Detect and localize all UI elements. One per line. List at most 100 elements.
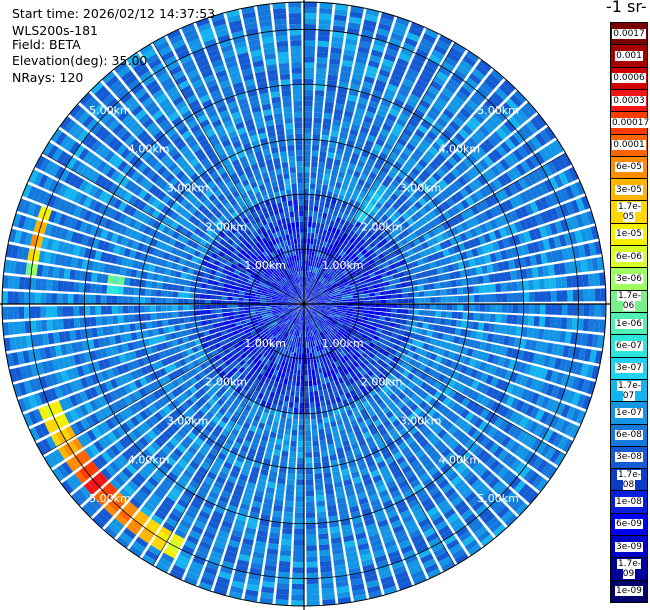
range-gate xyxy=(396,293,403,299)
range-gate xyxy=(323,416,330,424)
range-gate xyxy=(320,301,326,303)
range-gate xyxy=(244,313,251,317)
range-gate xyxy=(410,214,419,223)
range-gate xyxy=(588,318,595,332)
range-gate xyxy=(408,195,418,204)
range-gate xyxy=(308,282,311,289)
range-gate xyxy=(515,269,523,280)
range-gate xyxy=(205,304,211,310)
range-gate xyxy=(534,291,541,302)
range-gate xyxy=(306,534,317,541)
range-gate xyxy=(313,462,322,469)
range-gate xyxy=(471,349,479,359)
range-gate xyxy=(478,125,491,137)
range-gate xyxy=(316,511,327,518)
range-gate xyxy=(344,208,351,216)
range-gate xyxy=(409,232,418,240)
range-gate xyxy=(436,168,446,178)
range-gate xyxy=(364,304,370,307)
range-gate xyxy=(342,299,348,302)
range-gate xyxy=(396,266,403,273)
range-gate xyxy=(377,278,384,284)
range-gate xyxy=(327,237,333,244)
range-gate xyxy=(330,311,336,314)
range-gate xyxy=(155,297,162,304)
range-gate xyxy=(299,402,304,409)
range-gate xyxy=(312,446,320,452)
range-gate xyxy=(341,183,349,191)
range-gate xyxy=(356,285,363,290)
range-gate xyxy=(129,323,136,332)
range-gate xyxy=(574,230,583,244)
range-gate xyxy=(308,221,312,228)
range-gate xyxy=(341,121,351,129)
range-gate xyxy=(364,14,378,23)
range-gate xyxy=(468,181,478,192)
range-gate xyxy=(391,294,398,299)
range-gate xyxy=(384,88,396,98)
range-gate xyxy=(543,126,556,141)
range-gate xyxy=(567,289,573,302)
range-gate xyxy=(401,229,410,238)
range-gate xyxy=(307,288,310,294)
range-gate xyxy=(411,246,419,254)
range-gate xyxy=(317,292,323,296)
range-gate xyxy=(128,314,135,323)
range-gate xyxy=(450,168,461,179)
range-gate xyxy=(95,305,102,315)
range-gate xyxy=(329,58,341,65)
range-gate xyxy=(358,300,365,304)
range-gate xyxy=(306,294,309,300)
range-gate xyxy=(307,288,311,294)
range-gate xyxy=(29,306,36,319)
range-gate xyxy=(357,46,370,55)
range-gate xyxy=(490,293,497,303)
range-gate xyxy=(249,309,256,313)
range-gate xyxy=(387,170,397,179)
range-gate xyxy=(329,292,336,296)
range-gate xyxy=(334,153,343,161)
range-gate xyxy=(320,450,329,457)
range-gate xyxy=(309,277,313,283)
range-gate xyxy=(369,310,375,315)
range-gate xyxy=(188,299,195,304)
range-gate xyxy=(530,378,539,391)
range-gate xyxy=(589,288,595,302)
range-gate xyxy=(312,272,316,279)
range-gate xyxy=(304,100,313,107)
range-gate xyxy=(385,290,392,295)
range-gate xyxy=(315,484,324,491)
range-gate xyxy=(497,334,505,345)
range-gate xyxy=(369,54,382,64)
range-gate xyxy=(321,582,334,589)
range-gate xyxy=(328,146,336,154)
range-gate xyxy=(487,353,495,364)
range-gate xyxy=(576,393,586,408)
range-gate xyxy=(305,282,308,288)
range-gate xyxy=(291,380,296,386)
range-gate xyxy=(542,238,551,251)
range-gate xyxy=(279,377,285,384)
range-gate xyxy=(509,210,519,222)
range-gate xyxy=(106,295,112,304)
range-gate xyxy=(310,166,318,173)
range-gate xyxy=(362,219,369,227)
range-gate xyxy=(497,261,505,272)
range-gate xyxy=(294,528,304,535)
range-gate xyxy=(532,328,539,339)
range-gate xyxy=(583,348,592,362)
range-gate xyxy=(369,296,376,300)
range-gate xyxy=(373,143,383,152)
range-gate xyxy=(446,311,453,319)
range-gate xyxy=(346,99,357,108)
range-gate xyxy=(356,102,367,111)
range-gate xyxy=(509,94,523,108)
range-gate xyxy=(339,317,345,322)
range-gate xyxy=(304,199,309,206)
range-gate xyxy=(569,183,580,198)
range-gate xyxy=(456,320,463,328)
range-gate xyxy=(332,210,339,217)
range-gate xyxy=(469,228,478,238)
range-gate xyxy=(361,258,369,265)
range-gate xyxy=(353,301,359,304)
